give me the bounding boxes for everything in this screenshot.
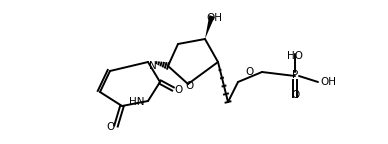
Text: O: O — [291, 90, 299, 100]
Polygon shape — [205, 15, 215, 39]
Text: OH: OH — [206, 13, 222, 23]
Text: HN: HN — [130, 97, 145, 107]
Text: O: O — [107, 122, 115, 132]
Text: OH: OH — [320, 77, 336, 87]
Text: P: P — [292, 70, 298, 80]
Text: N: N — [149, 61, 157, 71]
Text: O: O — [185, 81, 193, 91]
Text: O: O — [246, 67, 254, 77]
Text: O: O — [174, 85, 182, 95]
Text: HO: HO — [287, 51, 303, 61]
